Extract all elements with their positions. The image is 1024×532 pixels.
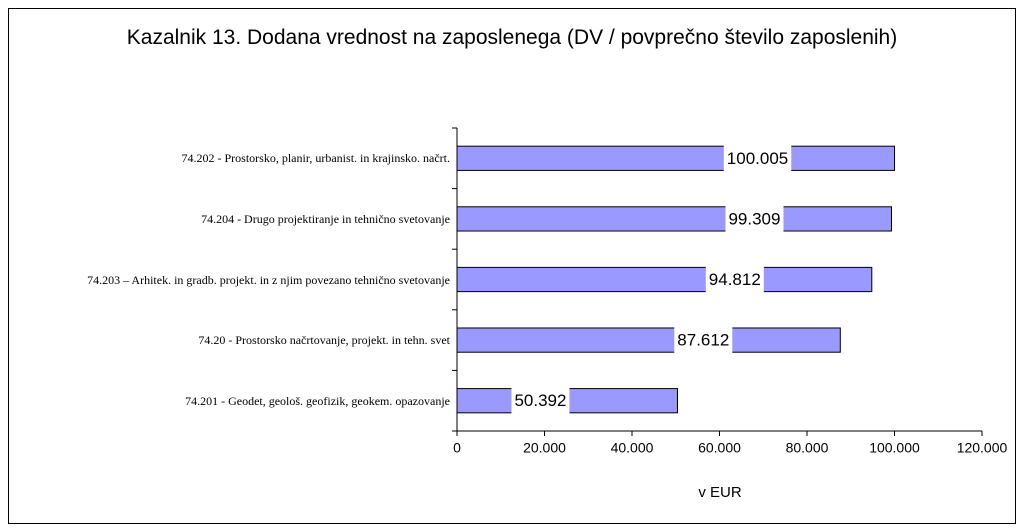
category-text: 74.204 - Drugo projektiranje in tehnično… (201, 211, 450, 226)
x-tick-label: 120.000 (957, 440, 1008, 456)
bar (456, 327, 841, 353)
category-text: 74.201 - Geodet, geološ. geofizik, geoke… (185, 393, 450, 408)
data-label: 50.392 (514, 391, 566, 410)
x-tick-label: 100.000 (869, 440, 920, 456)
chart-title: Kazalnik 13. Dodana vrednost na zaposlen… (126, 26, 898, 49)
x-axis-label: v EUR (698, 484, 742, 501)
data-label: 99.309 (728, 209, 780, 228)
x-tick-label: 40.000 (611, 440, 654, 456)
category-text: 74.20 - Prostorsko načrtovanje, projekt.… (198, 333, 450, 348)
x-tick-label: 80.000 (786, 440, 829, 456)
data-label-bg (511, 387, 570, 414)
data-label-bg (723, 145, 792, 172)
x-tick-label: 0 (453, 440, 461, 456)
x-tick-label: 60.000 (698, 440, 741, 456)
y-tick-label: 74.203 – Arhitek. in gradb. projekt. in … (20, 255, 450, 305)
data-label: 100.005 (727, 149, 788, 168)
y-tick-label: 74.201 - Geodet, geološ. geofizik, geoke… (20, 376, 450, 426)
x-tick-label: 20.000 (523, 440, 566, 456)
y-tick-label: 74.204 - Drugo projektiranje in tehnično… (20, 194, 450, 244)
data-label: 87.612 (677, 331, 729, 350)
data-label-bg (705, 266, 764, 293)
bar (456, 145, 896, 171)
category-text: 74.202 - Prostorsko, planir, urbanist. i… (181, 151, 450, 166)
y-tick-label: 74.20 - Prostorsko načrtovanje, projekt.… (20, 315, 450, 365)
category-text: 74.203 – Arhitek. in gradb. projekt. in … (87, 272, 450, 287)
data-label: 94.812 (709, 270, 761, 289)
data-label-bg (725, 205, 784, 232)
chart-border (8, 8, 1016, 524)
y-tick-label: 74.202 - Prostorsko, planir, urbanist. i… (20, 133, 450, 183)
bar (456, 206, 892, 232)
data-label-bg (674, 327, 733, 354)
bar (456, 266, 873, 293)
